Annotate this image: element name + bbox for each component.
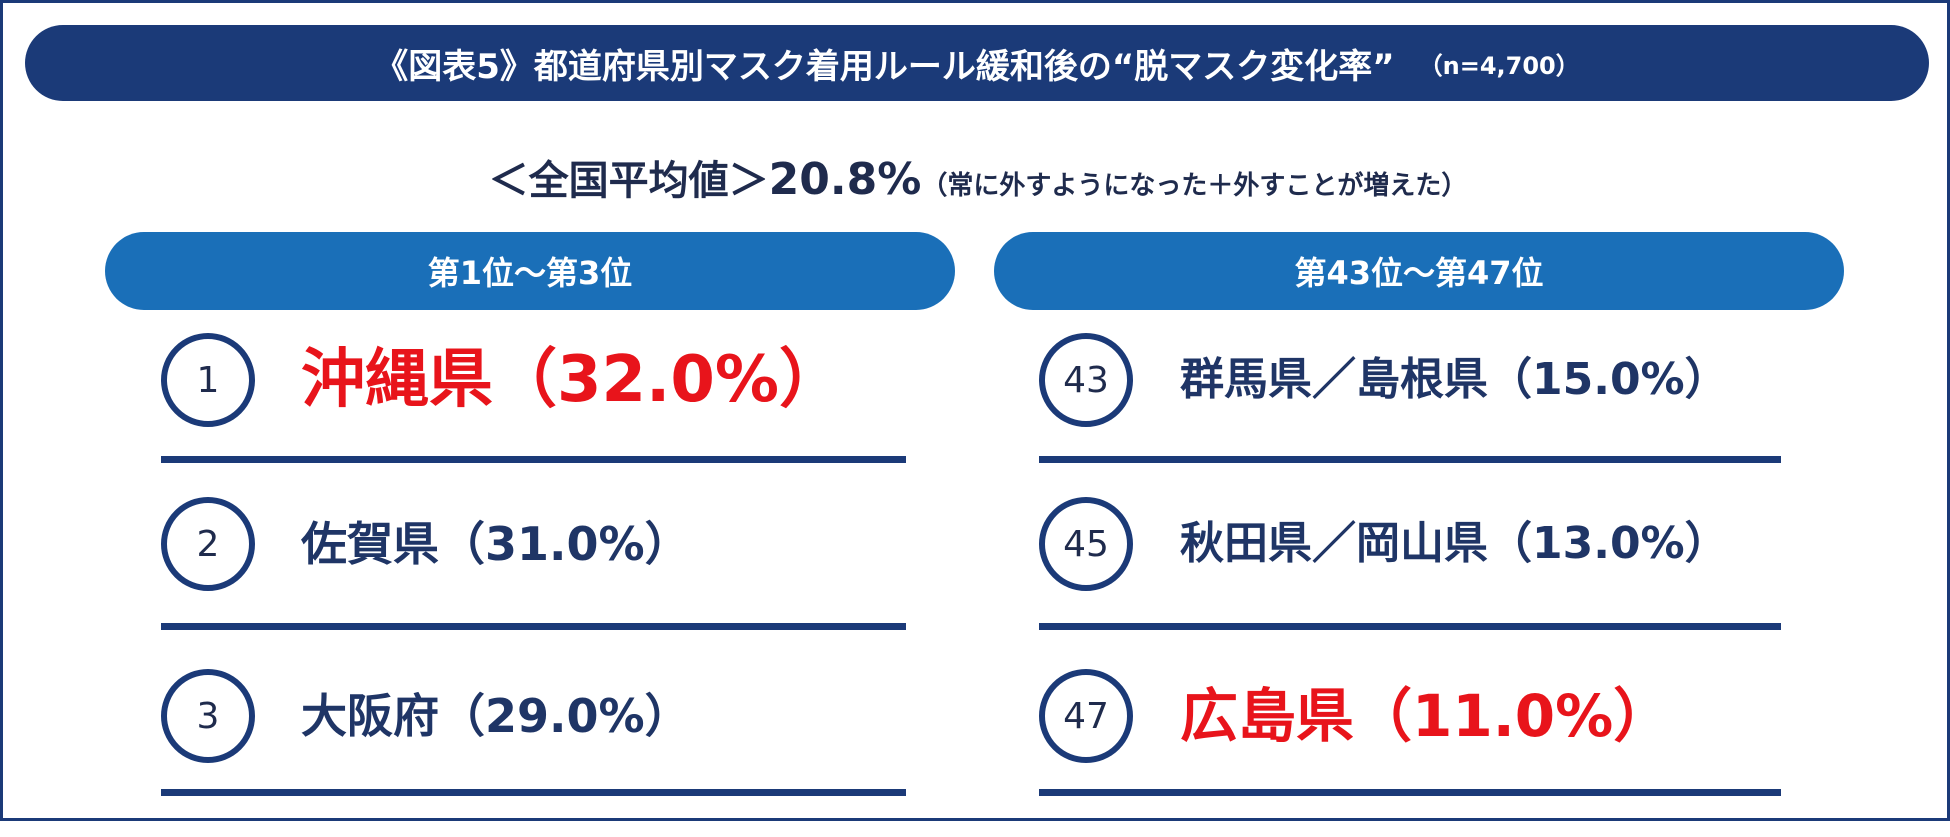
left-row-2-divider (161, 623, 906, 630)
right-row-45-divider (1039, 623, 1781, 630)
rank-circle-45: 45 (1039, 497, 1133, 591)
left-row-1: 1 沖縄県（32.0%） (161, 333, 906, 501)
rank-circle-2: 2 (161, 497, 255, 591)
right-row-43-text: 群馬県／島根県（15.0%） (1180, 354, 1729, 405)
left-row-2: 2 佐賀県（31.0%） (161, 497, 906, 665)
right-row-47: 47 広島県（11.0%） (1039, 669, 1781, 837)
right-row-45: 45 秋田県／岡山県（13.0%） (1039, 497, 1781, 665)
figure-title: 《図表5》都道府県別マスク着用ルール緩和後の“脱マスク変化率” (374, 46, 1395, 87)
average-label: ＜全国平均値＞ (488, 158, 769, 204)
right-row-43-divider (1039, 456, 1781, 463)
left-row-3-text: 大阪府（29.0%） (301, 689, 691, 743)
left-panel-header-label: 第1位～第3位 (427, 254, 633, 292)
rank-circle-43: 43 (1039, 333, 1133, 427)
rank-circle-1: 1 (161, 333, 255, 427)
left-row-3: 3 大阪府（29.0%） (161, 669, 906, 837)
rank-circle-47: 47 (1039, 669, 1133, 763)
left-row-1-divider (161, 456, 906, 463)
right-row-47-text: 広島県（11.0%） (1180, 682, 1672, 750)
left-panel-header: 第1位～第3位 (105, 232, 955, 310)
right-panel-header: 第43位～第47位 (994, 232, 1844, 310)
right-panel-header-label: 第43位～第47位 (1294, 254, 1544, 292)
sample-size: （n=4,700） (1418, 51, 1580, 80)
right-row-43: 43 群馬県／島根県（15.0%） (1039, 333, 1781, 501)
average-note: （常に外すようになった＋外すことが増えた） (921, 171, 1468, 201)
right-row-45-text: 秋田県／岡山県（13.0%） (1180, 518, 1729, 569)
left-row-2-text: 佐賀県（31.0%） (301, 517, 691, 571)
left-row-3-divider (161, 789, 906, 796)
left-row-1-text: 沖縄県（32.0%） (301, 343, 844, 417)
average-value: 20.8% (768, 154, 922, 205)
right-row-47-divider (1039, 789, 1781, 796)
figure-title-bar: 《図表5》都道府県別マスク着用ルール緩和後の“脱マスク変化率” （n=4,700… (25, 25, 1929, 101)
national-average: ＜全国平均値＞20.8%（常に外すようになった＋外すことが増えた） (3, 148, 1950, 206)
rank-circle-3: 3 (161, 669, 255, 763)
